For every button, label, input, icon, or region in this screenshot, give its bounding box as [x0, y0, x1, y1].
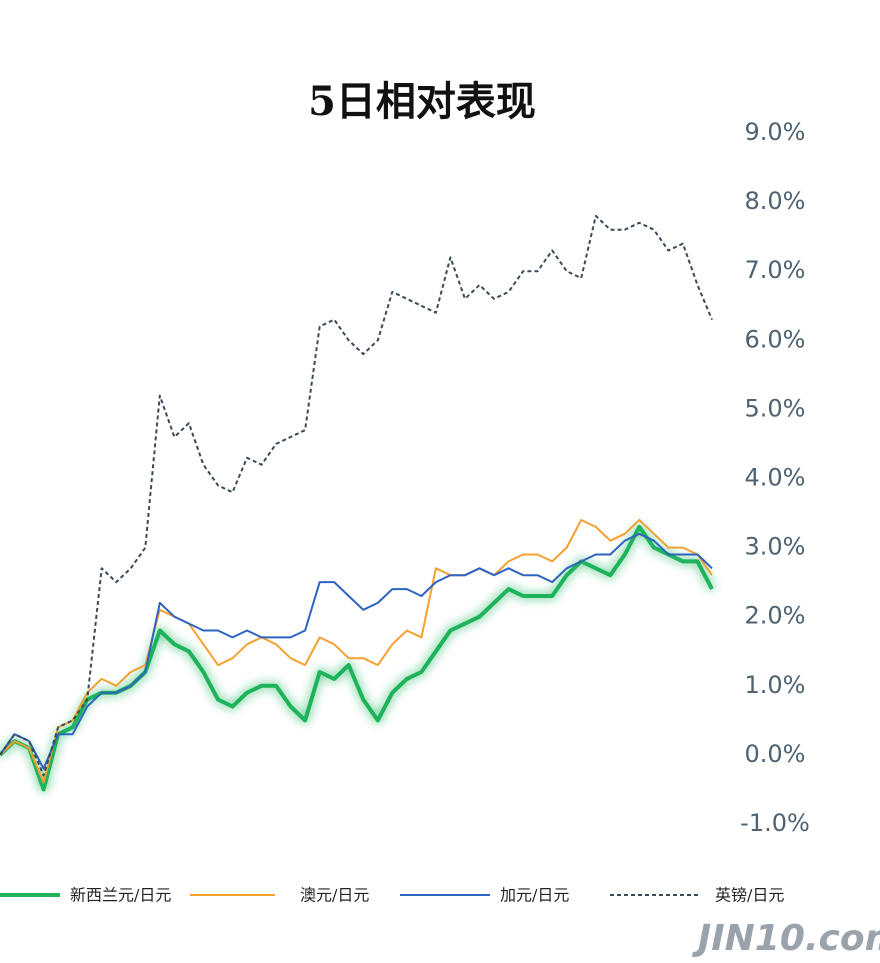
y-tick-label: -1.0% — [740, 809, 810, 837]
y-tick-label: 2.0% — [745, 602, 806, 630]
y-tick-label: 9.0% — [745, 118, 806, 146]
y-tick-label: 4.0% — [745, 464, 806, 492]
line-series — [0, 532, 713, 770]
y-tick-label: 7.0% — [745, 256, 806, 284]
y-tick-label: 1.0% — [745, 671, 806, 699]
chart-title: 5日相对表现 — [308, 78, 536, 125]
y-tick-label: 5.0% — [745, 394, 806, 422]
legend-label: 英镑/日元 — [715, 886, 784, 905]
y-tick-label: 0.0% — [745, 740, 806, 768]
y-tick-label: 3.0% — [745, 533, 806, 561]
legend-label: 澳元/日元 — [300, 886, 369, 905]
legend-label: 新西兰元/日元 — [70, 886, 171, 905]
y-tick-label: 8.0% — [745, 187, 806, 215]
watermark: JIN10.com — [692, 918, 880, 959]
line-series — [0, 519, 713, 784]
y-tick-label: 6.0% — [745, 325, 806, 353]
legend-label: 加元/日元 — [500, 886, 569, 905]
